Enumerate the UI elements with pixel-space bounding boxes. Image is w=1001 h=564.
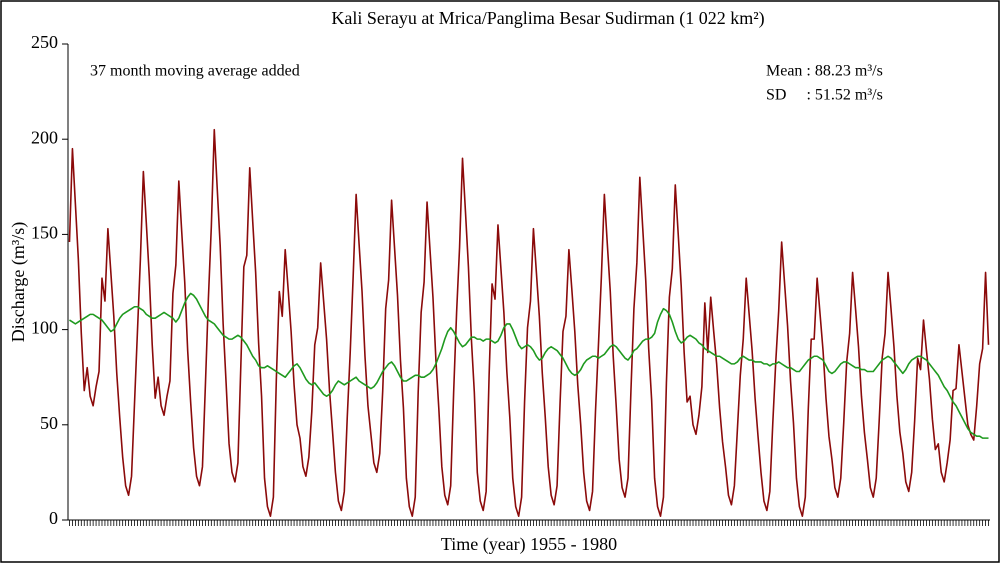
annotation: SD : 51.52 m³/s (766, 87, 883, 104)
y-axis-label: Discharge (m³/s) (8, 222, 29, 343)
y-tick-label: 250 (31, 32, 58, 52)
x-axis-label: Time (year) 1955 - 1980 (441, 534, 617, 555)
y-tick-label: 100 (31, 318, 58, 338)
y-tick-label: 200 (31, 127, 58, 147)
series-line (68, 128, 990, 517)
y-tick-label: 50 (40, 413, 58, 433)
y-tick-label: 0 (49, 508, 58, 528)
y-tick-label: 150 (31, 223, 58, 243)
annotation: Mean : 88.23 m³/s (766, 63, 883, 80)
chart-title: Kali Serayu at Mrica/Panglima Besar Sudi… (331, 8, 764, 29)
annotation: 37 month moving average added (90, 63, 300, 80)
series-line (69, 292, 989, 439)
